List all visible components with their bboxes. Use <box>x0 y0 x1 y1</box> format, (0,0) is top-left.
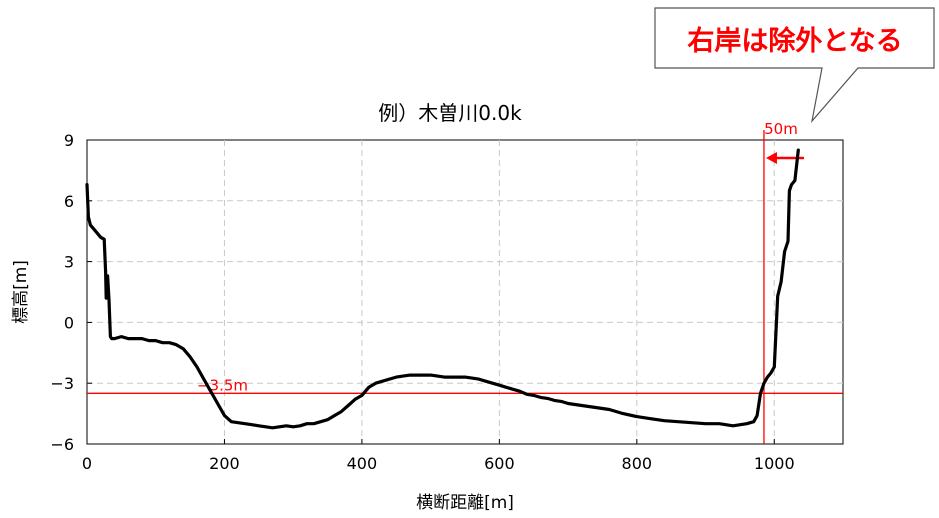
x-tick-label: 0 <box>82 454 92 473</box>
y-tick-label: −6 <box>50 435 74 454</box>
x-tick-label: 1000 <box>754 454 795 473</box>
plot-area <box>86 139 844 445</box>
arrow-head <box>765 152 777 164</box>
y-tick-label: 0 <box>64 313 74 332</box>
cross-section-line <box>85 148 800 430</box>
callout-box <box>654 7 935 124</box>
axis-ticks: 0 200 400 600 800 1000 −6 −3 0 3 6 9 <box>50 131 794 473</box>
y-tick-label: −3 <box>50 374 74 393</box>
y-tick-label: 6 <box>64 192 74 211</box>
x-tick-label: 200 <box>209 454 240 473</box>
x-tick-label: 800 <box>622 454 653 473</box>
x-tick-label: 400 <box>347 454 378 473</box>
x-tick-label: 600 <box>484 454 515 473</box>
callout-text: 右岸は除外となる <box>687 25 902 57</box>
x-axis-label: 横断距離[m] <box>416 493 514 513</box>
y-axis-label: 標高[m] <box>11 260 31 324</box>
chart-title: 例）木曽川0.0k <box>378 101 522 125</box>
series-layer <box>85 148 800 430</box>
vline-label: 50m <box>764 120 798 138</box>
y-tick-label: 3 <box>64 253 74 272</box>
y-tick-label: 9 <box>64 131 74 150</box>
grid-lines <box>87 140 843 444</box>
